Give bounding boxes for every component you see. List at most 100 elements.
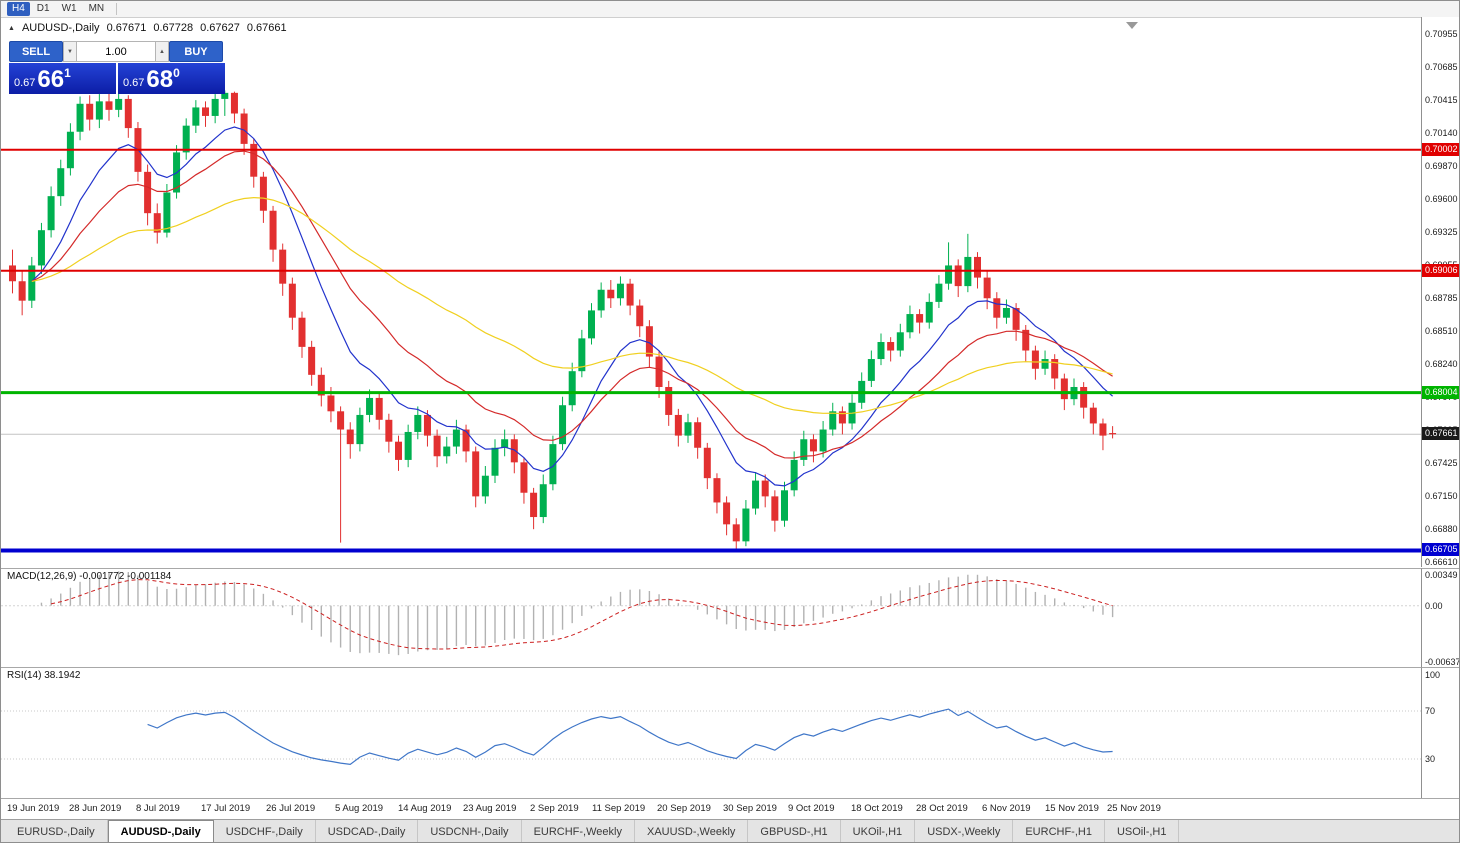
- timeframe-buttons: H4 D1 W1 MN: [7, 2, 122, 16]
- timeframe-button-h4[interactable]: H4: [7, 2, 30, 16]
- date-axis-label: 19 Jun 2019: [7, 803, 60, 814]
- buy-price-display[interactable]: 0.67 68 0: [118, 63, 225, 94]
- date-axis-label: 28 Oct 2019: [916, 803, 968, 814]
- sell-price-prefix: 0.67: [14, 77, 36, 89]
- chart-tab-eurchf-weekly[interactable]: EURCHF-,Weekly: [522, 820, 635, 842]
- date-axis-label: 6 Nov 2019: [982, 803, 1031, 814]
- price-axis: 0.70955 0.70685 0.70415 0.70140 0.69870 0.696…: [1421, 17, 1459, 568]
- rsi-axis-label: 100: [1425, 670, 1441, 680]
- price-axis-label: 0.66880: [1425, 524, 1458, 535]
- price-axis-label: 0.69870: [1425, 160, 1458, 171]
- price-axis-label: 0.68240: [1425, 358, 1458, 369]
- date-axis-label: 30 Sep 2019: [723, 803, 777, 814]
- macd-histogram: [31, 571, 1114, 656]
- sell-price-display[interactable]: 0.67 66 1: [9, 63, 116, 94]
- ma-slow-line: [31, 196, 1113, 415]
- volume-increase-button[interactable]: ▲: [155, 41, 169, 62]
- chart-tab-gbpusd-h1[interactable]: GBPUSD-,H1: [748, 820, 841, 842]
- one-click-collapse-icon[interactable]: ▲: [8, 24, 15, 32]
- date-axis-label: 11 Sep 2019: [592, 803, 646, 814]
- chart-tab-ukoil-h1[interactable]: UKOil-,H1: [841, 820, 916, 842]
- date-axis-label: 5 Aug 2019: [335, 803, 384, 814]
- price-axis-label: 0.69600: [1425, 193, 1458, 204]
- buy-price-sup: 0: [173, 66, 180, 80]
- date-axis-label: 26 Jul 2019: [266, 803, 316, 814]
- rsi-panel: RSI(14) 38.1942: [1, 667, 1421, 798]
- chart-header: ▲ AUDUSD-,Daily 0.67671 0.67728 0.67627 …: [8, 22, 287, 34]
- chart-tab-usdcad-daily[interactable]: USDCAD-,Daily: [316, 820, 419, 842]
- current-price-badge: 0.67661: [1422, 427, 1459, 441]
- timeframe-button-mn[interactable]: MN: [88, 3, 105, 14]
- macd-axis-label: 0.00: [1425, 600, 1443, 611]
- ohlc-close: 0.67661: [246, 22, 287, 34]
- date-axis-label: 25 Nov 2019: [1107, 803, 1161, 814]
- price-axis-label: 0.70955: [1425, 28, 1458, 39]
- rsi-axis-label: 70: [1425, 706, 1436, 716]
- chart-tab-eurusd-daily[interactable]: EURUSD-,Daily: [5, 820, 108, 842]
- ohlc-open: 0.67671: [106, 22, 147, 34]
- trade-prices-row: 0.67 66 1 0.67 68 0: [9, 63, 227, 94]
- macd-panel: MACD(12,26,9) -0.001772 -0.001184: [1, 568, 1421, 667]
- rsi-axis-label: 30: [1425, 754, 1436, 764]
- price-badge-0.68004: 0.68004: [1422, 385, 1459, 399]
- sell-price-sup: 1: [64, 66, 71, 80]
- price-axis-label: 0.67150: [1425, 491, 1458, 502]
- date-axis: 19 Jun 2019 28 Jun 2019 8 Jul 2019 17 Jul 2…: [1, 798, 1459, 820]
- price-axis-label: 0.68785: [1425, 292, 1458, 303]
- price-axis-label: 0.70415: [1425, 94, 1458, 105]
- buy-button[interactable]: BUY: [169, 41, 223, 62]
- chart-tab-usoil-h1[interactable]: USOil-,H1: [1105, 820, 1180, 842]
- macd-axis-label: 0.00349: [1425, 569, 1458, 580]
- rsi-line: [147, 708, 1113, 766]
- chart-tab-bar: EURUSD-,Daily AUDUSD-,Daily USDCHF-,Daily U…: [1, 819, 1459, 842]
- date-axis-label: 9 Oct 2019: [788, 803, 835, 814]
- timeframe-button-d1[interactable]: D1: [36, 3, 50, 14]
- date-axis-label: 20 Sep 2019: [657, 803, 711, 814]
- chart-tab-usdx-weekly[interactable]: USDX-,Weekly: [915, 820, 1014, 842]
- price-axis-label: 0.68510: [1425, 326, 1458, 337]
- toolbar-separator: [116, 3, 118, 15]
- date-axis-label: 14 Aug 2019: [398, 803, 452, 814]
- chart-tab-usdchf-daily[interactable]: USDCHF-,Daily: [214, 820, 316, 842]
- price-badge-0.69006: 0.69006: [1422, 263, 1459, 277]
- chart-symbol-period: AUDUSD-,Daily: [21, 22, 100, 34]
- macd-axis-label: -0.00637: [1425, 656, 1460, 667]
- date-axis-label: 15 Nov 2019: [1045, 803, 1099, 814]
- price-axis-label: 0.69325: [1425, 227, 1458, 238]
- candlesticks: [9, 90, 1117, 550]
- ma-mid-line: [31, 150, 1113, 459]
- price-axis-label: 0.66610: [1425, 557, 1458, 568]
- price-axis-label: 0.70140: [1425, 127, 1458, 138]
- ohlc-low: 0.67627: [200, 22, 240, 34]
- price-badge-0.70002: 0.70002: [1422, 142, 1459, 156]
- rsi-chart[interactable]: [1, 668, 1421, 798]
- sell-button[interactable]: SELL: [9, 41, 63, 62]
- chart-tab-usdcnh-daily[interactable]: USDCNH-,Daily: [418, 820, 522, 842]
- price-chart[interactable]: [1, 17, 1421, 567]
- volume-input[interactable]: [77, 41, 155, 62]
- timeframe-button-w1[interactable]: W1: [61, 3, 77, 14]
- chart-tab-eurchf-h1[interactable]: EURCHF-,H1: [1013, 820, 1105, 842]
- ohlc-high: 0.67728: [153, 22, 194, 34]
- date-axis-label: 18 Oct 2019: [851, 803, 903, 814]
- macd-axis: 0.00349 0.00 -0.00637: [1421, 568, 1460, 667]
- price-axis-label: 0.70685: [1425, 61, 1458, 72]
- volume-decrease-button[interactable]: ▼: [63, 41, 77, 62]
- date-axis-label: 23 Aug 2019: [463, 803, 517, 814]
- trade-controls-row: SELL ▼ ▲ BUY: [9, 41, 227, 62]
- date-axis-label: 17 Jul 2019: [201, 803, 251, 814]
- ma-fast-line: [31, 126, 1113, 487]
- rsi-axis: 100 70 30: [1421, 667, 1459, 798]
- macd-chart[interactable]: [1, 569, 1421, 667]
- timeframe-toolbar: H4 D1 W1 MN: [1, 1, 1459, 18]
- buy-price-prefix: 0.67: [123, 77, 145, 89]
- macd-signal-line: [50, 579, 1113, 650]
- sell-price-big: 66: [37, 66, 65, 93]
- chart-tab-xauusd-weekly[interactable]: XAUUSD-,Weekly: [635, 820, 749, 842]
- date-axis-label: 2 Sep 2019: [530, 803, 579, 814]
- chart-shift-marker[interactable]: [1126, 22, 1138, 29]
- date-axis-label: 8 Jul 2019: [136, 803, 180, 814]
- chart-tab-audusd-daily[interactable]: AUDUSD-,Daily: [107, 820, 214, 842]
